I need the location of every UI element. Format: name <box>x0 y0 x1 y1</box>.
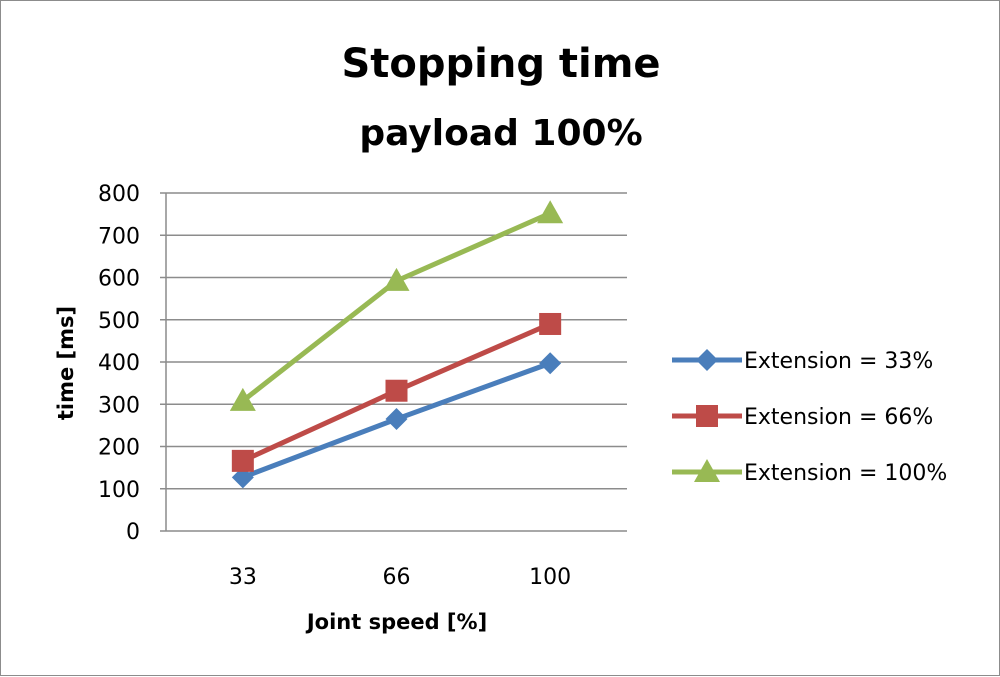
legend-label: Extension = 66% <box>744 405 933 430</box>
square-marker <box>385 379 408 402</box>
y-tick-label: 100 <box>98 478 140 503</box>
y-tick-label: 700 <box>98 224 140 249</box>
square-marker <box>696 405 718 427</box>
y-tick-label: 300 <box>98 393 140 418</box>
triangle-marker <box>383 267 410 291</box>
legend-label: Extension = 33% <box>744 349 933 374</box>
series-line <box>241 210 552 403</box>
square-marker <box>539 312 562 335</box>
diamond-marker <box>696 349 718 371</box>
y-tick-label: 800 <box>98 182 140 207</box>
triangle-marker <box>537 200 564 224</box>
y-tick-label: 200 <box>98 436 140 461</box>
diamond-marker <box>539 352 562 375</box>
square-marker <box>231 449 254 472</box>
legend-label: Extension = 100% <box>744 461 947 486</box>
triangle-marker <box>694 459 720 482</box>
y-axis-label: time [ms] <box>54 306 78 420</box>
x-axis-label: Joint speed [%] <box>305 610 487 634</box>
y-tick-label: 500 <box>98 309 140 334</box>
x-tick-label: 66 <box>383 565 411 590</box>
y-tick-label: 400 <box>98 351 140 376</box>
y-tick-label: 600 <box>98 267 140 292</box>
y-tick-label: 0 <box>126 520 140 545</box>
triangle-marker <box>229 387 256 411</box>
x-tick-label: 100 <box>529 565 571 590</box>
chart-subtitle: payload 100% <box>359 113 642 154</box>
x-tick-label: 33 <box>229 565 257 590</box>
chart-title: Stopping time <box>341 41 660 87</box>
diamond-marker <box>385 408 408 431</box>
